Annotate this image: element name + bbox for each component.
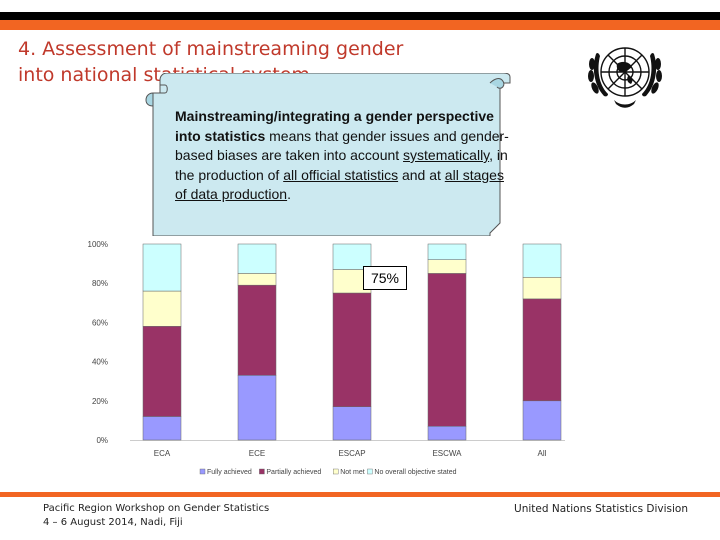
un-emblem-icon — [588, 47, 662, 108]
top-bar-orange — [0, 20, 720, 30]
definition-text: Mainstreaming/integrating a gender persp… — [175, 107, 515, 205]
stacked-bar-chart: 0% 20% 40% 60% 80% 100% ECA ECE ESCAP ESCWA All Ful… — [88, 240, 565, 476]
footer-event-name: Pacific Region Workshop on Gender Statis… — [43, 503, 270, 514]
bar-segment — [237, 243, 277, 274]
x-tick-label: ESCWA — [432, 449, 462, 458]
legend-swatch — [367, 468, 373, 475]
bar-segment — [522, 298, 562, 402]
footer-event-date: 4 – 6 August 2014, Nadi, Fiji — [43, 517, 183, 528]
y-tick-label: 0% — [96, 436, 108, 445]
x-tick-label: ECE — [249, 449, 265, 458]
definition-bold: Mainstreaming/integrating a gender persp… — [175, 108, 494, 144]
top-bar-black — [0, 12, 720, 20]
bar-segment — [237, 273, 277, 286]
bar-segment — [427, 259, 467, 274]
footer-event: Pacific Region Workshop on Gender Statis… — [43, 502, 269, 530]
slide-title-line-1: 4. Assessment of mainstreaming gender — [18, 38, 404, 60]
y-tick-label: 20% — [92, 397, 108, 406]
legend-swatch — [199, 468, 206, 475]
definition-part-1: means that gender issues and gender-base… — [175, 127, 509, 164]
bar-segment — [427, 426, 467, 441]
bar-segment — [142, 290, 182, 327]
bar-segment — [522, 277, 562, 300]
definition-underline-1: systematically — [403, 147, 490, 163]
bar-segment — [142, 243, 182, 292]
legend-label: No overall objective stated — [374, 469, 456, 476]
legend-swatch — [333, 468, 339, 475]
y-tick-label: 40% — [92, 358, 108, 367]
y-tick-label: 100% — [88, 240, 108, 249]
definition-part-4: . — [287, 186, 291, 202]
definition-underline-2: all official statistics — [283, 166, 399, 183]
bar-segment — [142, 326, 182, 417]
annotation-75-percent: 75% — [363, 266, 407, 290]
bar-segment — [237, 284, 277, 376]
bar-segment — [522, 243, 562, 278]
bar-segment — [332, 406, 372, 441]
x-tick-label: ECA — [154, 449, 171, 458]
y-tick-label: 80% — [92, 279, 108, 288]
footer-divider — [0, 492, 720, 497]
legend-label: Partially achieved — [266, 469, 321, 476]
bar-segment — [427, 243, 467, 260]
bar-segment — [237, 375, 277, 441]
bar-segment — [332, 243, 372, 270]
legend-label: Fully achieved — [207, 469, 252, 476]
legend-swatch — [259, 468, 265, 475]
definition-underline-3: all stages of data production — [175, 166, 504, 203]
bar-segment — [427, 273, 467, 427]
definition-callout — [145, 73, 511, 236]
legend-label: Not met — [340, 469, 365, 476]
x-tick-label: All — [538, 449, 547, 458]
bar-segment — [522, 400, 562, 441]
definition-part-3: and at — [398, 166, 445, 183]
y-tick-label: 60% — [92, 318, 108, 327]
definition-part-2: , in the production of — [175, 147, 508, 183]
bar-segment — [142, 416, 182, 441]
bar-segment — [332, 292, 372, 407]
x-tick-label: ESCAP — [338, 449, 365, 458]
footer-organization: United Nations Statistics Division — [514, 503, 688, 515]
